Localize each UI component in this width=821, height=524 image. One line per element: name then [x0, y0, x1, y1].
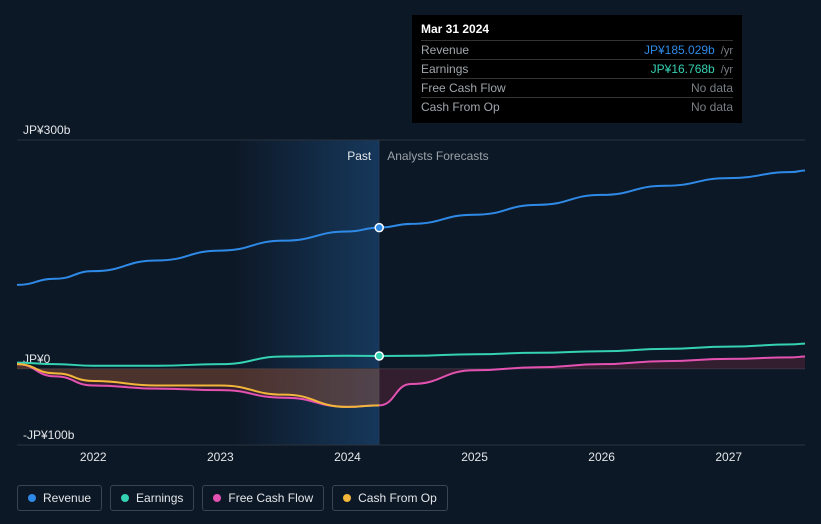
tooltip-row: Cash From Op No data — [421, 97, 733, 116]
tooltip-row-label: Cash From Op — [421, 100, 500, 114]
y-axis-label: -JP¥100b — [23, 428, 75, 442]
x-axis-label: 2024 — [334, 450, 361, 464]
tooltip-row: Earnings JP¥16.768b /yr — [421, 59, 733, 78]
legend-item-cfo[interactable]: Cash From Op — [332, 485, 448, 511]
legend-item-label: Earnings — [136, 491, 183, 505]
tooltip-row-label: Free Cash Flow — [421, 81, 506, 95]
cfo-dot-icon — [343, 494, 351, 502]
tooltip-row-label: Revenue — [421, 43, 469, 57]
revenue-marker — [375, 224, 383, 232]
legend-item-label: Revenue — [43, 491, 91, 505]
past-label: Past — [347, 149, 372, 163]
revenue-dot-icon — [28, 494, 36, 502]
earnings-dot-icon — [121, 494, 129, 502]
x-axis-label: 2026 — [588, 450, 615, 464]
x-axis-label: 2022 — [80, 450, 107, 464]
x-axis-label: 2025 — [461, 450, 488, 464]
tooltip-row-value: No data — [691, 100, 733, 114]
legend-item-label: Free Cash Flow — [228, 491, 313, 505]
legend-item-revenue[interactable]: Revenue — [17, 485, 102, 511]
tooltip-row-value: No data — [691, 81, 733, 95]
financial-chart: JP¥300bJP¥0-JP¥100b202220232024202520262… — [0, 0, 821, 524]
earnings-marker — [375, 352, 383, 360]
fcf-dot-icon — [213, 494, 221, 502]
forecast-label: Analysts Forecasts — [387, 149, 488, 163]
data-tooltip: Mar 31 2024 Revenue JP¥185.029b /yr Earnin… — [412, 15, 742, 123]
tooltip-row-label: Earnings — [421, 62, 468, 76]
x-axis-label: 2027 — [715, 450, 742, 464]
legend-item-fcf[interactable]: Free Cash Flow — [202, 485, 324, 511]
tooltip-row-value: JP¥16.768b /yr — [651, 62, 733, 76]
tooltip-row-value: JP¥185.029b /yr — [644, 43, 733, 57]
x-axis-label: 2023 — [207, 450, 234, 464]
y-axis-label: JP¥300b — [23, 123, 71, 137]
legend-item-earnings[interactable]: Earnings — [110, 485, 194, 511]
revenue-line — [17, 171, 805, 285]
tooltip-row: Free Cash Flow No data — [421, 78, 733, 97]
tooltip-row: Revenue JP¥185.029b /yr — [421, 40, 733, 59]
legend: Revenue Earnings Free Cash Flow Cash From O… — [17, 485, 448, 511]
legend-item-label: Cash From Op — [358, 491, 437, 505]
tooltip-date: Mar 31 2024 — [421, 22, 733, 36]
